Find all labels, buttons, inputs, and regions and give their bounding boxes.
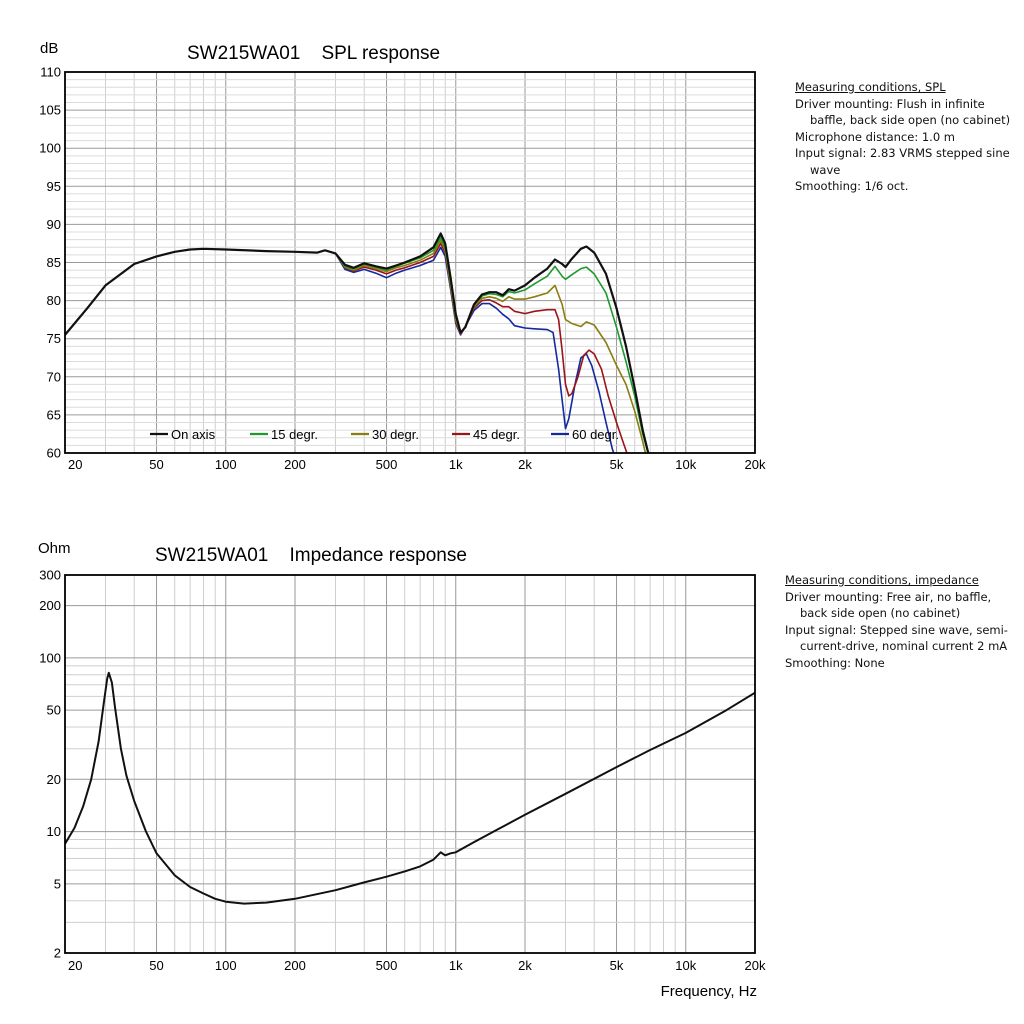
- spl-x-tick-label: 5k: [610, 457, 624, 472]
- spl-x-tick-label: 1k: [449, 457, 463, 472]
- impedance-gridlines: [64, 575, 756, 953]
- spl-chart-title: SW215WA01 SPL response: [187, 43, 440, 64]
- spl-legend-label: 15 degr.: [271, 427, 318, 442]
- impedance-y-tick-label: 20: [47, 772, 61, 787]
- spl-y-tick-label: 70: [47, 369, 61, 384]
- spl-legend: On axis 15 degr. 30 degr. 45 degr. 60 degr.: [150, 427, 619, 442]
- impedance-conditions-title: Measuring conditions, impedance: [785, 573, 979, 587]
- spl-y-tick-label: 80: [47, 293, 61, 308]
- impedance-conditions-line: Driver mounting: Free air, no baffle,: [785, 589, 992, 604]
- spl-y-tick-label: 65: [47, 407, 61, 422]
- spl-conditions-line: baffle, back side open (no cabinet): [810, 113, 1011, 127]
- impedance-conditions-line: Smoothing: None: [785, 655, 885, 670]
- spl-y-tick-label: 75: [47, 331, 61, 346]
- impedance-y-tick-label: 5: [54, 876, 61, 891]
- impedance-x-tick-label: 2k: [518, 958, 532, 973]
- spl-measuring-conditions: Measuring conditions, SPL Driver mountin…: [795, 79, 1010, 195]
- impedance-chart: 20 50 100 200 500 1k 2k 5k 10k 20k 2 5 10 20 50 100 200…: [38, 540, 766, 1000]
- impedance-x-tick-label: 20: [68, 958, 82, 973]
- spl-legend-label: On axis: [171, 427, 216, 442]
- spl-x-tick-label: 2k: [518, 457, 532, 472]
- spl-legend-label: 60 degr.: [572, 427, 619, 442]
- impedance-y-tick-labels: 2 5 10 20 50 100 200 300: [39, 568, 61, 961]
- impedance-x-tick-label: 50: [149, 958, 163, 973]
- impedance-y-tick-label: 10: [47, 824, 61, 839]
- impedance-curve: [65, 671, 755, 905]
- impedance-y-tick-label: 300: [39, 568, 61, 583]
- impedance-x-tick-label: 100: [215, 958, 237, 973]
- impedance-measuring-conditions: Measuring conditions, impedance Driver m…: [785, 572, 1008, 671]
- impedance-x-tick-label: 1k: [449, 958, 463, 973]
- spl-x-tick-labels: 20 50 100 200 500 1k 2k 5k 10k 20k: [68, 457, 766, 472]
- spl-y-tick-label: 85: [47, 255, 61, 270]
- spl-conditions-line: Microphone distance: 1.0 m: [795, 129, 956, 144]
- spl-y-tick-label: 105: [39, 103, 61, 118]
- impedance-conditions-line: Input signal: Stepped sine wave, semi-: [785, 622, 1008, 637]
- spl-legend-label: 30 degr.: [372, 427, 419, 442]
- impedance-y-tick-label: 100: [39, 650, 61, 665]
- spl-plot-frame: [64, 71, 756, 454]
- impedance-x-axis-label: Frequency, Hz: [661, 983, 757, 1000]
- spl-x-tick-label: 50: [149, 457, 163, 472]
- spl-x-tick-label: 200: [284, 457, 306, 472]
- impedance-y-tick-label: 200: [39, 598, 61, 613]
- spl-x-tick-label: 20: [68, 457, 82, 472]
- spl-series-60-degr: [334, 246, 615, 453]
- spl-chart: 20 50 100 200 500 1k 2k 5k 10k 20k 60 65 70 75 80 85 90…: [39, 40, 766, 472]
- spl-y-tick-label: 60: [47, 446, 61, 461]
- impedance-x-tick-label: 200: [284, 958, 306, 973]
- impedance-chart-title: SW215WA01 Impedance response: [155, 545, 467, 566]
- spl-conditions-title: Measuring conditions, SPL: [795, 80, 946, 94]
- spl-conditions-line: Input signal: 2.83 VRMS stepped sine: [795, 146, 1010, 160]
- spl-series-on-axis: [65, 232, 650, 453]
- impedance-series-group: [65, 671, 755, 905]
- spl-conditions-line: Smoothing: 1/6 oct.: [795, 179, 909, 193]
- spl-y-axis-label: dB: [40, 40, 58, 57]
- impedance-x-tick-label: 5k: [610, 958, 624, 973]
- spl-conditions-line: Driver mounting: Flush in infinite: [795, 96, 985, 111]
- spl-y-tick-label: 110: [40, 65, 61, 80]
- spl-y-tick-label: 100: [39, 141, 61, 156]
- impedance-x-tick-label: 500: [376, 958, 398, 973]
- spl-x-tick-label: 20k: [745, 457, 766, 472]
- spl-x-tick-label: 10k: [675, 457, 696, 472]
- spl-series-30-degr: [334, 239, 647, 453]
- spl-legend-label: 45 degr.: [473, 427, 520, 442]
- impedance-x-tick-label: 20k: [745, 958, 766, 973]
- spl-gridlines: [64, 72, 756, 453]
- spl-y-tick-labels: 60 65 70 75 80 85 90 95 100 105 110: [39, 65, 61, 461]
- impedance-conditions-line: back side open (no cabinet): [800, 606, 961, 620]
- impedance-y-axis-label: Ohm: [38, 540, 71, 557]
- impedance-x-tick-label: 10k: [675, 958, 696, 973]
- spl-conditions-line: wave: [810, 162, 841, 177]
- impedance-plot-frame: [64, 574, 756, 954]
- impedance-y-tick-label: 2: [54, 946, 61, 961]
- impedance-y-tick-label: 50: [47, 703, 61, 718]
- spl-series-group: [65, 232, 650, 453]
- spl-series-45-degr: [334, 242, 628, 453]
- spl-y-tick-label: 90: [47, 217, 61, 232]
- spl-y-tick-label: 95: [47, 179, 61, 194]
- spl-x-tick-label: 100: [215, 457, 237, 472]
- impedance-conditions-line: current-drive, nominal current 2 mA: [800, 639, 1008, 653]
- impedance-x-tick-labels: 20 50 100 200 500 1k 2k 5k 10k 20k: [68, 958, 766, 973]
- spl-x-tick-label: 500: [376, 457, 398, 472]
